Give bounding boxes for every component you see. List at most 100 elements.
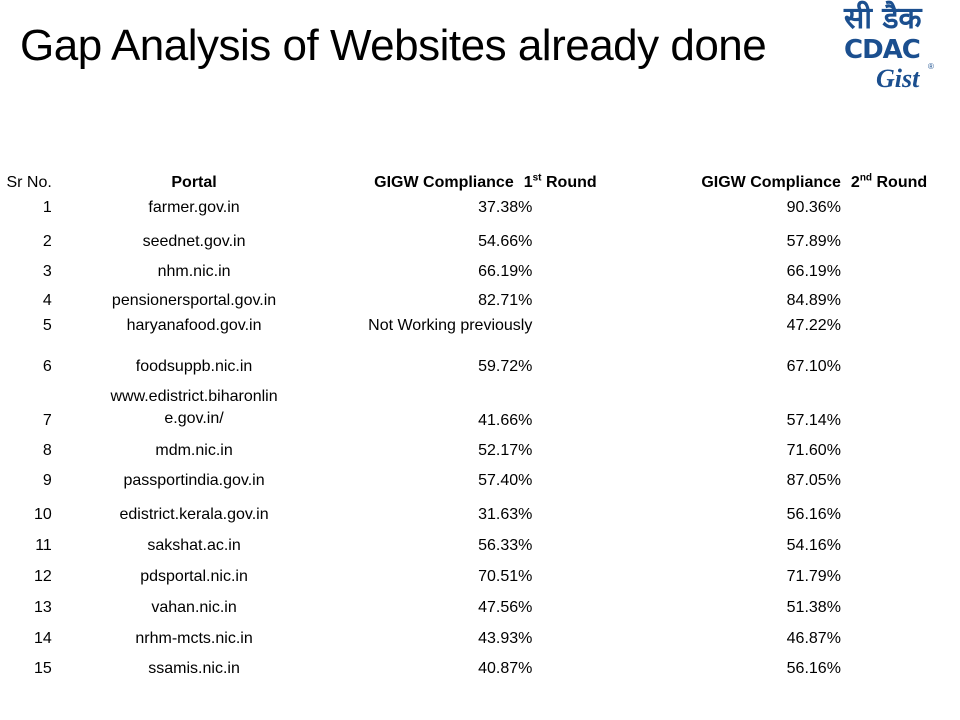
cell-empty [841, 528, 960, 559]
cell-portal: pensionersportal.gov.in [111, 292, 277, 309]
table-row: 5 haryanafood.gov.in Not Working previousl… [0, 314, 960, 339]
cell-empty [841, 559, 960, 590]
logo-gist-text: Gist [876, 64, 920, 93]
table-row: 12 pdsportal.nic.in 70.51% 71.79% [0, 559, 960, 590]
cell-sr-no: 13 [34, 599, 52, 616]
cell-sr-no: 1 [42, 199, 52, 216]
cell-sr-no: 3 [42, 263, 52, 280]
cell-round1: 31.63% [478, 506, 533, 523]
header-portal: Portal [171, 174, 217, 191]
table-row: 14 nrhm-mcts.nic.in 43.93% 46.87% [0, 621, 960, 652]
cell-portal: sakshat.ac.in [147, 537, 241, 554]
cell-round1: 57.40% [478, 472, 533, 489]
cell-portal: foodsuppb.nic.in [135, 358, 253, 375]
table-row: 8 mdm.nic.in 52.17% 71.60% [0, 434, 960, 464]
cell-round2: 66.19% [786, 263, 841, 280]
cell-sr-no: 15 [34, 660, 52, 677]
cell-round1: 37.38% [478, 199, 533, 216]
cell-empty [841, 221, 960, 255]
cell-portal: haryanafood.gov.in [126, 317, 262, 334]
cell-round2: 47.22% [786, 317, 841, 334]
logo-cdac-text: CDAC [844, 35, 921, 65]
page-title: Gap Analysis of Websites already done [20, 21, 767, 70]
cell-round1: 47.56% [478, 599, 533, 616]
cell-round1: 41.66% [478, 412, 533, 429]
table-row: 7 www.edistrict.biharonlin e.gov.in/41.66%… [0, 380, 960, 434]
cell-round2: 51.38% [786, 599, 841, 616]
table-row: 9 passportindia.gov.in 57.40% 87.05% [0, 464, 960, 494]
cell-round2: 56.16% [786, 506, 841, 523]
table-row: 4 pensionersportal.gov.in 82.71% 84.89% [0, 285, 960, 314]
cell-portal: nhm.nic.in [157, 263, 231, 280]
header-round2-suffix: 2nd Round [850, 172, 928, 191]
cell-sr-no: 5 [42, 317, 52, 334]
cell-empty [841, 590, 960, 621]
cell-portal: pdsportal.nic.in [140, 568, 248, 585]
cell-portal: nrhm-mcts.nic.in [135, 630, 253, 647]
cell-sr-no: 10 [34, 506, 52, 523]
cell-portal-line1: www.edistrict.biharonlin [110, 388, 278, 405]
cell-round1: 59.72% [478, 358, 533, 375]
cell-sr-no: 9 [42, 472, 52, 489]
cell-round1: 70.51% [478, 568, 533, 585]
header-round1: GIGW Compliance [336, 166, 514, 192]
header-round1-suffix: 1st Round [523, 172, 597, 191]
cell-empty [841, 652, 960, 682]
cell-round2: 57.14% [786, 412, 841, 429]
table-row: 3 nhm.nic.in 66.19% 66.19% [0, 255, 960, 285]
cell-round2: 57.89% [786, 233, 841, 250]
table-row: 11 sakshat.ac.in 56.33% 54.16% [0, 528, 960, 559]
cell-round2: 90.36% [786, 199, 841, 216]
table-row: 13 vahan.nic.in 47.56% 51.38% [0, 590, 960, 621]
cell-round2: 54.16% [786, 537, 841, 554]
header-round2-label: GIGW Compliance [701, 174, 841, 191]
cell-portal: farmer.gov.in [148, 199, 240, 216]
table-header-row: Sr No. Portal GIGW Compliance 1st Round … [0, 166, 960, 192]
table-row: 15 ssamis.nic.in 40.87% 56.16% [0, 652, 960, 682]
cell-round1: 54.66% [478, 233, 533, 250]
cell-empty [841, 192, 960, 221]
header-round2: GIGW Compliance [619, 166, 841, 192]
cell-sr-no: 2 [42, 233, 52, 250]
cell-empty [841, 464, 960, 494]
cell-round2: 67.10% [786, 358, 841, 375]
cell-empty [841, 285, 960, 314]
cell-round1: Not Working previously [368, 317, 533, 334]
logo-hindi-text: सी डैक [844, 1, 922, 36]
cell-round1: 66.19% [478, 263, 533, 280]
cdac-gist-logo: सी डैक CDAC Gist ® [838, 2, 950, 102]
cell-round2: 71.79% [786, 568, 841, 585]
cell-portal-line2: e.gov.in/ [164, 410, 224, 427]
cell-portal: seednet.gov.in [142, 233, 246, 250]
cell-empty [841, 255, 960, 285]
cell-sr-no: 14 [34, 630, 52, 647]
cell-sr-no: 4 [42, 292, 52, 309]
cell-empty [841, 494, 960, 528]
cell-empty [841, 621, 960, 652]
cell-sr-no: 12 [34, 568, 52, 585]
gap-analysis-table: Sr No. Portal GIGW Compliance 1st Round … [0, 166, 960, 682]
table-row: 6 foodsuppb.nic.in 59.72% 67.10% [0, 339, 960, 380]
table-row: 10 edistrict.kerala.gov.in 31.63% 56.16% [0, 494, 960, 528]
cell-round1: 56.33% [478, 537, 533, 554]
cell-portal: edistrict.kerala.gov.in [119, 506, 269, 523]
cell-portal: www.edistrict.biharonlin e.gov.in/ [52, 380, 337, 434]
cell-portal: vahan.nic.in [151, 599, 237, 616]
table-row: 2 seednet.gov.in 54.66% 57.89% [0, 221, 960, 255]
cell-round1: 40.87% [478, 660, 533, 677]
cell-empty [841, 380, 960, 434]
cell-round2: 46.87% [786, 630, 841, 647]
logo-registered-mark: ® [928, 62, 934, 71]
cell-empty [841, 314, 960, 339]
cell-portal: ssamis.nic.in [148, 660, 240, 677]
cell-portal: mdm.nic.in [155, 442, 233, 459]
cell-round1: 82.71% [478, 292, 533, 309]
cell-sr-no: 7 [42, 412, 52, 429]
table-row: 1 farmer.gov.in 37.38% 90.36% [0, 192, 960, 221]
header-sr-no: Sr No. [6, 174, 52, 191]
cell-sr-no: 8 [42, 442, 52, 459]
cell-empty [841, 434, 960, 464]
cell-round2: 71.60% [786, 442, 841, 459]
cell-round1: 52.17% [478, 442, 533, 459]
cell-round1: 43.93% [478, 630, 533, 647]
